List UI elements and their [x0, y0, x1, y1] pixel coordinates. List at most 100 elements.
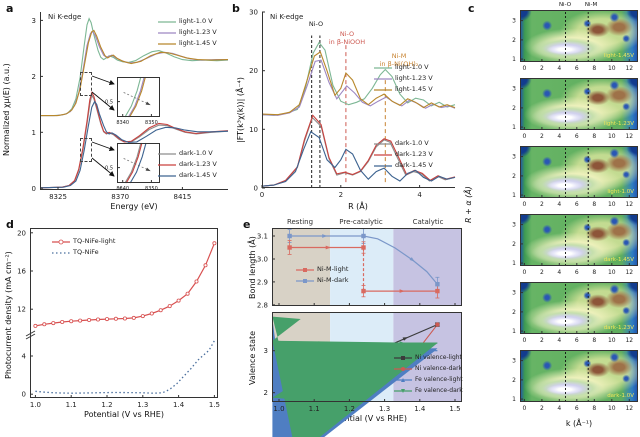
panel-e-label: e [243, 218, 251, 231]
legend-item: Fe valence-dark [394, 385, 463, 396]
legend-label: dark-1.0 V [179, 149, 213, 157]
svg-text:2: 2 [540, 201, 544, 208]
svg-text:0: 0 [522, 269, 526, 276]
svg-text:3: 3 [264, 347, 268, 355]
photocurrent-chart-upper: 12 16 20 [17, 229, 217, 328]
legend-label: TQ-NiFe [73, 248, 99, 256]
svg-text:1.4: 1.4 [173, 401, 185, 409]
svg-text:12: 12 [625, 133, 633, 140]
svg-text:10: 10 [608, 65, 616, 72]
svg-text:8: 8 [592, 405, 596, 412]
svg-text:2: 2 [540, 133, 544, 140]
legend-label: dark-1.0 V [395, 139, 429, 147]
panel-b-ylabel: |FT(k³χ(k))| (Å⁻⁴) [236, 77, 245, 144]
wavelet-map-3 [520, 146, 638, 198]
svg-text:6: 6 [575, 337, 579, 344]
svg-text:2: 2 [540, 405, 544, 412]
legend-item: dark-1.23 V [374, 149, 433, 160]
legend-label: TQ-NiFe-light [73, 237, 116, 245]
legend-swatch [296, 278, 314, 283]
inset-arrow [91, 91, 115, 111]
legend-label: Ni-M-dark [317, 276, 349, 284]
legend-item: light-1.0 V [158, 16, 217, 27]
svg-text:6: 6 [575, 405, 579, 412]
chart-content: 8340 8350 0.5 [105, 76, 160, 126]
svg-text:10: 10 [608, 201, 616, 208]
svg-text:0: 0 [522, 65, 526, 72]
chart-content: 0 2 4 0 10 20 30 [249, 8, 456, 199]
svg-text:8: 8 [592, 65, 596, 72]
svg-text:12: 12 [625, 65, 633, 72]
svg-text:8350: 8350 [145, 120, 158, 126]
panel-b-title: Ni K-edge [270, 13, 304, 21]
legend-item: Fe valence-light [394, 374, 463, 385]
legend-swatch [52, 251, 70, 254]
svg-text:2: 2 [512, 37, 516, 44]
svg-text:20: 20 [17, 229, 26, 237]
panel-d-label: d [6, 218, 14, 231]
legend-item: Ni valence-dark [394, 363, 463, 374]
wavelet-map-2 [520, 78, 638, 130]
legend-swatch [374, 164, 392, 167]
legend-label: dark-1.23 V [395, 150, 433, 158]
legend-swatch [158, 31, 176, 34]
legend-label: Ni valence-dark [415, 365, 463, 372]
svg-text:4: 4 [417, 191, 422, 199]
legend-item: TQ-NiFe [52, 247, 115, 258]
svg-text:1.1: 1.1 [309, 405, 320, 413]
xanes-inset-light: 8340 8350 0.5 [105, 76, 160, 126]
panel-d-legend: TQ-NiFe-light TQ-NiFe [52, 236, 115, 258]
exafs-chart: 0 2 4 0 10 20 30 [249, 8, 456, 199]
wavelet-map-1 [520, 10, 638, 62]
svg-text:8: 8 [592, 269, 596, 276]
svg-text:0: 0 [260, 191, 264, 199]
svg-text:6: 6 [575, 65, 579, 72]
chart-content: 12 16 20 [17, 229, 217, 328]
panel-e-xlabel: Potential (V vs RHE) [327, 414, 407, 423]
panel-e-ylabel-bottom: Valence state [248, 330, 257, 386]
legend-swatch [158, 20, 176, 23]
inset-arrow [91, 141, 115, 151]
svg-text:1: 1 [512, 192, 516, 199]
svg-text:8370: 8370 [111, 193, 129, 201]
svg-text:2: 2 [512, 377, 516, 384]
legend-item: light-1.23 V [158, 27, 217, 38]
legend-swatch [158, 174, 176, 177]
wavelet-label-5: dark-1.23V [603, 325, 634, 331]
panel-a-title: Ni K-edge [48, 13, 82, 21]
svg-text:1.0: 1.0 [273, 405, 284, 413]
legend-item: Ni valence-light [394, 352, 463, 363]
svg-text:0: 0 [32, 185, 36, 193]
anno-ni-o: Ni-O [308, 20, 324, 28]
svg-text:10: 10 [608, 405, 616, 412]
panel-b-label: b [232, 2, 240, 15]
region-resting: Resting [286, 218, 314, 226]
wavelet-label-6: dark-1.0V [607, 393, 634, 399]
wavelet-label-3: light-1.0V [607, 189, 634, 195]
legend-label: Ni-M-light [317, 265, 349, 273]
svg-text:1.5: 1.5 [449, 405, 460, 413]
svg-text:2: 2 [540, 269, 544, 276]
legend-swatch [296, 267, 314, 272]
svg-text:1.3: 1.3 [379, 405, 390, 413]
svg-text:12: 12 [625, 269, 633, 276]
zoom-region-box-dark [80, 138, 92, 162]
legend-swatch [374, 66, 392, 69]
svg-text:8: 8 [592, 201, 596, 208]
svg-text:3.1: 3.1 [257, 232, 268, 240]
wavelet-label-2: light-1.23V [603, 121, 634, 127]
zoom-region-box-light [80, 72, 92, 96]
svg-text:1.2: 1.2 [101, 401, 112, 409]
svg-text:1.3: 1.3 [137, 401, 148, 409]
legend-swatch [394, 355, 412, 360]
legend-item: TQ-NiFe-light [52, 236, 115, 247]
svg-text:4: 4 [557, 405, 561, 412]
legend-item: dark-1.45 V [158, 170, 217, 181]
svg-text:4: 4 [557, 133, 561, 140]
axis-break [25, 330, 36, 340]
legend-item: dark-1.0 V [374, 138, 433, 149]
svg-text:1.2: 1.2 [344, 405, 355, 413]
svg-text:10: 10 [249, 126, 258, 134]
